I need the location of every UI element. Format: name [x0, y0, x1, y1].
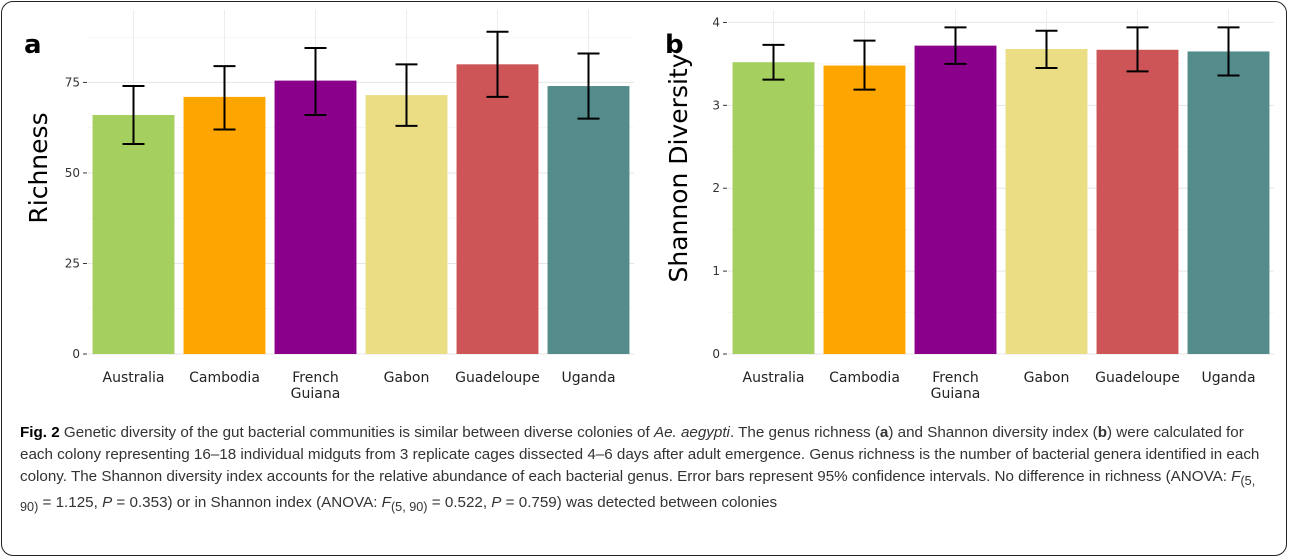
y-tick-label: 0	[712, 347, 720, 361]
caption-text: = 0.353) or in Shannon index (ANOVA:	[112, 494, 382, 512]
y-tick-label: 0	[72, 347, 80, 361]
x-tick-label: Cambodia	[189, 370, 260, 386]
y-tick-label: 1	[712, 264, 720, 278]
y-tick-label: 2	[712, 181, 720, 195]
caption-text: ) and Shannon diversity index (	[888, 424, 1098, 441]
panel-a-label: a	[24, 30, 42, 60]
caption-stat-p: P	[102, 494, 113, 512]
richness-chart: 0 25 50 75 Richness Australia Cambodia French Gu…	[24, 10, 634, 402]
caption-stat-f: F	[1231, 468, 1241, 485]
caption-text: Genetic diversity of the gut bacterial c…	[59, 424, 654, 441]
bar-1	[732, 62, 815, 355]
y-tick-label: 50	[65, 166, 80, 180]
caption-ref-b: b	[1097, 424, 1108, 441]
caption-ref-a: a	[879, 424, 889, 441]
bar-1	[92, 115, 175, 354]
bar-6	[547, 86, 630, 354]
shannon-chart: 0 1 2 3 4 Shannon Diversity Australia Cambodia F…	[664, 10, 1274, 402]
x-tick-label: Gabon	[384, 370, 430, 386]
caption-stat-df: (5, 90)	[390, 500, 428, 515]
y-tick-label: 75	[65, 75, 80, 89]
bar-3	[914, 45, 997, 354]
x-tick-label: Gabon	[1024, 370, 1070, 386]
x-tick-label: Guadeloupe	[1095, 370, 1180, 386]
bar-5	[1096, 49, 1179, 354]
caption-text: = 0.759) was detected between colonies	[501, 494, 778, 512]
x-tick-label: Uganda	[1201, 370, 1255, 386]
panel-a: a 0 25 50 75 Richness Australia Cambodia French…	[0, 10, 640, 420]
caption-text: . The genus richness (	[729, 424, 880, 441]
bar-3	[274, 80, 357, 354]
y-axis-label: Richness	[24, 112, 53, 223]
x-tick-label: Australia	[103, 370, 165, 386]
y-axis-label: Shannon Diversity	[664, 53, 693, 282]
panel-b: b 0 1 2 3 4 Shannon Diversity Australia Cambodi…	[640, 10, 1280, 420]
x-tick-label: Uganda	[561, 370, 615, 386]
bar-2	[823, 65, 906, 354]
y-tick-label: 3	[712, 98, 720, 112]
caption-text: ) were calculated for each colony repres…	[20, 424, 1260, 485]
y-tick-label: 25	[65, 256, 80, 270]
bar-4	[365, 95, 448, 355]
x-tick-label: Australia	[743, 370, 805, 386]
bar-5	[456, 64, 539, 354]
caption-fig-label: Fig. 2	[20, 424, 60, 441]
x-tick-label: Cambodia	[829, 370, 900, 386]
x-tick-label: Guadeloupe	[455, 370, 540, 386]
caption-text: = 1.125,	[38, 494, 103, 512]
figure-caption: Fig. 2 Genetic diversity of the gut bact…	[20, 422, 1272, 518]
y-tick-label: 4	[712, 15, 720, 29]
caption-stat-df: (5, 90)	[20, 474, 1256, 515]
x-tick-label: French Guiana	[291, 370, 341, 402]
caption-text: = 0.522,	[427, 494, 492, 512]
caption-stat-p: P	[491, 494, 502, 512]
x-tick-label: French Guiana	[931, 370, 981, 402]
caption-species: Ae. aegypti	[653, 424, 730, 441]
panel-b-label: b	[665, 30, 684, 60]
bar-2	[183, 96, 266, 354]
caption-stat-f: F	[381, 494, 391, 512]
bar-6	[1187, 51, 1270, 355]
bar-4	[1005, 48, 1088, 354]
